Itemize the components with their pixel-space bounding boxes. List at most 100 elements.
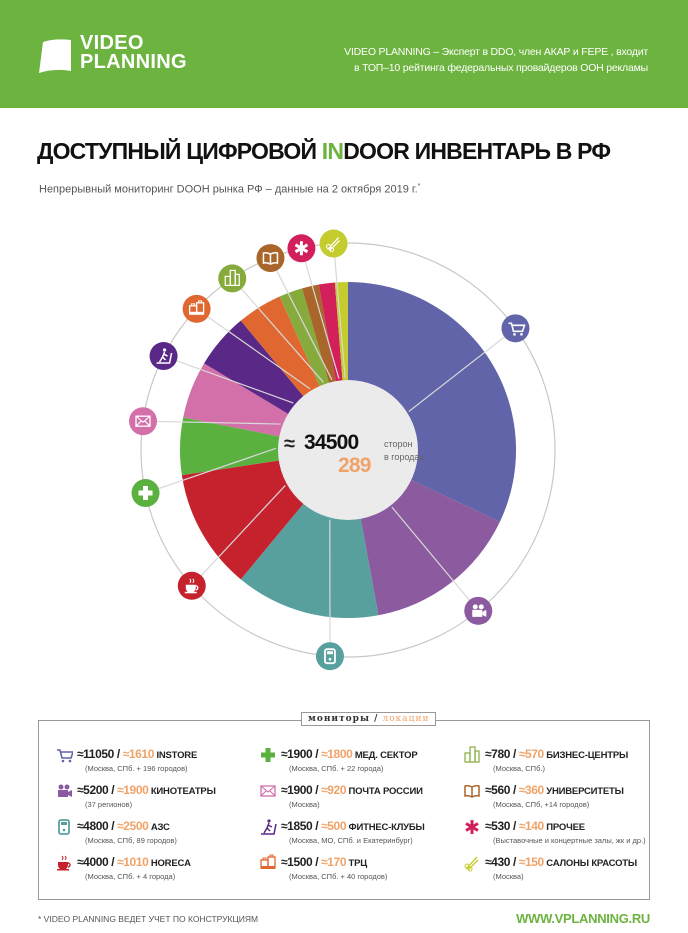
- approx-sign: ≈: [284, 433, 295, 455]
- fuel-pump-icon: [315, 642, 344, 671]
- legend-separator: /: [369, 714, 383, 724]
- legend-values: ≈4800 / ≈2500 АЗС: [77, 819, 170, 833]
- category-note: (Москва, СПб, +14 городов): [493, 800, 590, 809]
- monitors-count: ≈1900 /: [281, 783, 322, 797]
- category-note: (Москва): [493, 872, 524, 881]
- monitors-count: ≈530 /: [485, 819, 519, 833]
- legend-values: ≈1900 / ≈1800 МЕД. СЕКТОР: [281, 747, 418, 761]
- legend-item: ≈5200 / ≈1900 КИНОТЕАТРЫ (37 регионов): [55, 782, 245, 814]
- monitors-count: ≈1500 /: [281, 855, 322, 869]
- header-banner: VIDEO PLANNING VIDEO PLANNING – Эксперт …: [0, 0, 688, 108]
- legend-item: ≈430 / ≈150 САЛОНЫ КРАСОТЫ (Москва): [463, 854, 653, 886]
- category-label: ТРЦ: [346, 858, 368, 869]
- category-label: ФИТНЕС-КЛУБЫ: [346, 822, 425, 833]
- asterisk-icon: [287, 234, 316, 263]
- mall-icon: [182, 294, 211, 323]
- category-note: (Москва, СПб.): [493, 764, 545, 773]
- book-icon: [464, 784, 480, 798]
- office-building-icon: [218, 264, 247, 293]
- treadmill-icon: [149, 342, 178, 371]
- locations-count: ≈920: [321, 783, 347, 797]
- outer-ring: [140, 242, 556, 658]
- legend-values: ≈1500 / ≈170 ТРЦ: [281, 855, 367, 869]
- monitors-count: ≈4000 /: [77, 855, 118, 869]
- book-icon: [256, 244, 285, 273]
- fuel-pump-icon: [58, 819, 70, 835]
- legend-values: ≈11050 / ≈1610 INSTORE: [77, 747, 197, 761]
- legend-locations-label: локации: [382, 714, 430, 724]
- footnote: * VIDEO PLANNING ВЕДЕТ УЧЕТ ПО КОНСТРУКЦ…: [38, 914, 259, 924]
- monitors-count: ≈1850 /: [281, 819, 322, 833]
- leader-line: [408, 327, 516, 412]
- tagline-line: в ТОП–10 рейтинга федеральных провайдеро…: [354, 62, 648, 74]
- category-note: (Москва): [289, 800, 320, 809]
- website-link[interactable]: WWW.VPLANNING.RU: [516, 911, 650, 926]
- legend-values: ≈1850 / ≈500 ФИТНЕС-КЛУБЫ: [281, 819, 425, 833]
- total-cities: 289: [338, 454, 371, 477]
- legend-values: ≈780 / ≈570 БИЗНЕС-ЦЕНТРЫ: [485, 747, 628, 761]
- movie-camera-icon: [58, 784, 72, 797]
- category-label: HORECA: [148, 858, 191, 869]
- legend-values: ≈1900 / ≈920 ПОЧТА РОССИИ: [281, 783, 423, 797]
- medical-cross-icon: [131, 479, 160, 508]
- legend-values: ≈5200 / ≈1900 КИНОТЕАТРЫ: [77, 783, 216, 797]
- category-label: ПРОЧЕЕ: [543, 822, 585, 833]
- locations-count: ≈150: [518, 855, 544, 869]
- movie-camera-icon: [464, 596, 493, 625]
- locations-count: ≈140: [518, 819, 544, 833]
- legend-monitors-label: мониторы: [308, 714, 370, 724]
- tagline: VIDEO PLANNING – Эксперт в DDO, член АКА…: [344, 44, 648, 76]
- legend-header: мониторы / локации: [301, 712, 437, 726]
- footnote-mark: *: [417, 183, 421, 190]
- category-note: (Выставочные и концертные залы, жк и др.…: [493, 836, 646, 845]
- monitors-count: ≈780 /: [485, 747, 519, 761]
- coffee-cup-icon: [57, 855, 71, 871]
- asterisk-icon: [465, 820, 479, 834]
- logo-line: PLANNING: [80, 51, 187, 73]
- legend-values: ≈4000 / ≈1010 HORECA: [77, 855, 191, 869]
- legend-item: ≈530 / ≈140 ПРОЧЕЕ (Выставочные и концер…: [463, 818, 653, 850]
- locations-count: ≈500: [321, 819, 347, 833]
- legend-values: ≈430 / ≈150 САЛОНЫ КРАСОТЫ: [485, 855, 637, 869]
- title-part: ДОСТУПНЫЙ ЦИФРОВОЙ: [37, 138, 322, 164]
- coffee-cup-icon: [177, 571, 206, 600]
- legend-item: ≈1850 / ≈500 ФИТНЕС-КЛУБЫ (Москва, МО, С…: [259, 818, 449, 850]
- envelope-icon: [129, 407, 158, 436]
- category-label: САЛОНЫ КРАСОТЫ: [543, 858, 637, 869]
- shopping-cart-icon: [57, 749, 73, 763]
- page-title: ДОСТУПНЫЙ ЦИФРОВОЙ INDOOR ИНВЕНТАРЬ В РФ: [37, 138, 611, 165]
- scissors-icon: [464, 856, 479, 872]
- leader-line: [300, 248, 340, 379]
- leader-line: [143, 420, 281, 425]
- leader-line: [145, 447, 277, 494]
- category-note: (Москва, МО, СПб. и Екатеринбург): [289, 836, 413, 845]
- leader-line: [191, 485, 286, 587]
- legend-item: ≈560 / ≈360 УНИВЕРСИТЕТЫ (Москва, СПб, +…: [463, 782, 653, 814]
- leader-line: [196, 308, 311, 390]
- legend-item: ≈11050 / ≈1610 INSTORE (Москва, СПб. + 1…: [55, 746, 245, 778]
- legend-item: ≈1900 / ≈920 ПОЧТА РОССИИ (Москва): [259, 782, 449, 814]
- mall-icon: [260, 854, 276, 869]
- category-label: УНИВЕРСИТЕТЫ: [543, 786, 624, 797]
- logo-line: VIDEO: [80, 32, 144, 54]
- leader-line: [332, 243, 346, 379]
- legend-item: ≈4800 / ≈2500 АЗС (Москва, СПб, 89 город…: [55, 818, 245, 850]
- category-label: АЗС: [148, 822, 170, 833]
- category-note: (Москва, СПб. + 22 города): [289, 764, 384, 773]
- category-note: (Москва, СПб. + 4 города): [85, 872, 176, 881]
- pie-slice-5[interactable]: [180, 417, 348, 476]
- legend-values: ≈560 / ≈360 УНИВЕРСИТЕТЫ: [485, 783, 624, 797]
- category-note: (37 регионов): [85, 800, 133, 809]
- legend: мониторы / локации ≈11050 / ≈1610 INSTOR…: [38, 712, 653, 900]
- monitors-count: ≈1900 /: [281, 747, 322, 761]
- total-label: сторон: [384, 439, 413, 449]
- medical-cross-icon: [261, 748, 275, 762]
- legend-values: ≈530 / ≈140 ПРОЧЕЕ: [485, 819, 585, 833]
- subtitle: Непрерывный мониторинг DOOH рынка РФ – д…: [39, 183, 420, 196]
- legend-item: ≈780 / ≈570 БИЗНЕС-ЦЕНТРЫ (Москва, СПб.): [463, 746, 653, 778]
- monitors-count: ≈4800 /: [77, 819, 118, 833]
- locations-count: ≈1610: [122, 747, 155, 761]
- legend-item: ≈1900 / ≈1800 МЕД. СЕКТОР (Москва, СПб. …: [259, 746, 449, 778]
- locations-count: ≈170: [321, 855, 347, 869]
- category-label: КИНОТЕАТРЫ: [148, 786, 216, 797]
